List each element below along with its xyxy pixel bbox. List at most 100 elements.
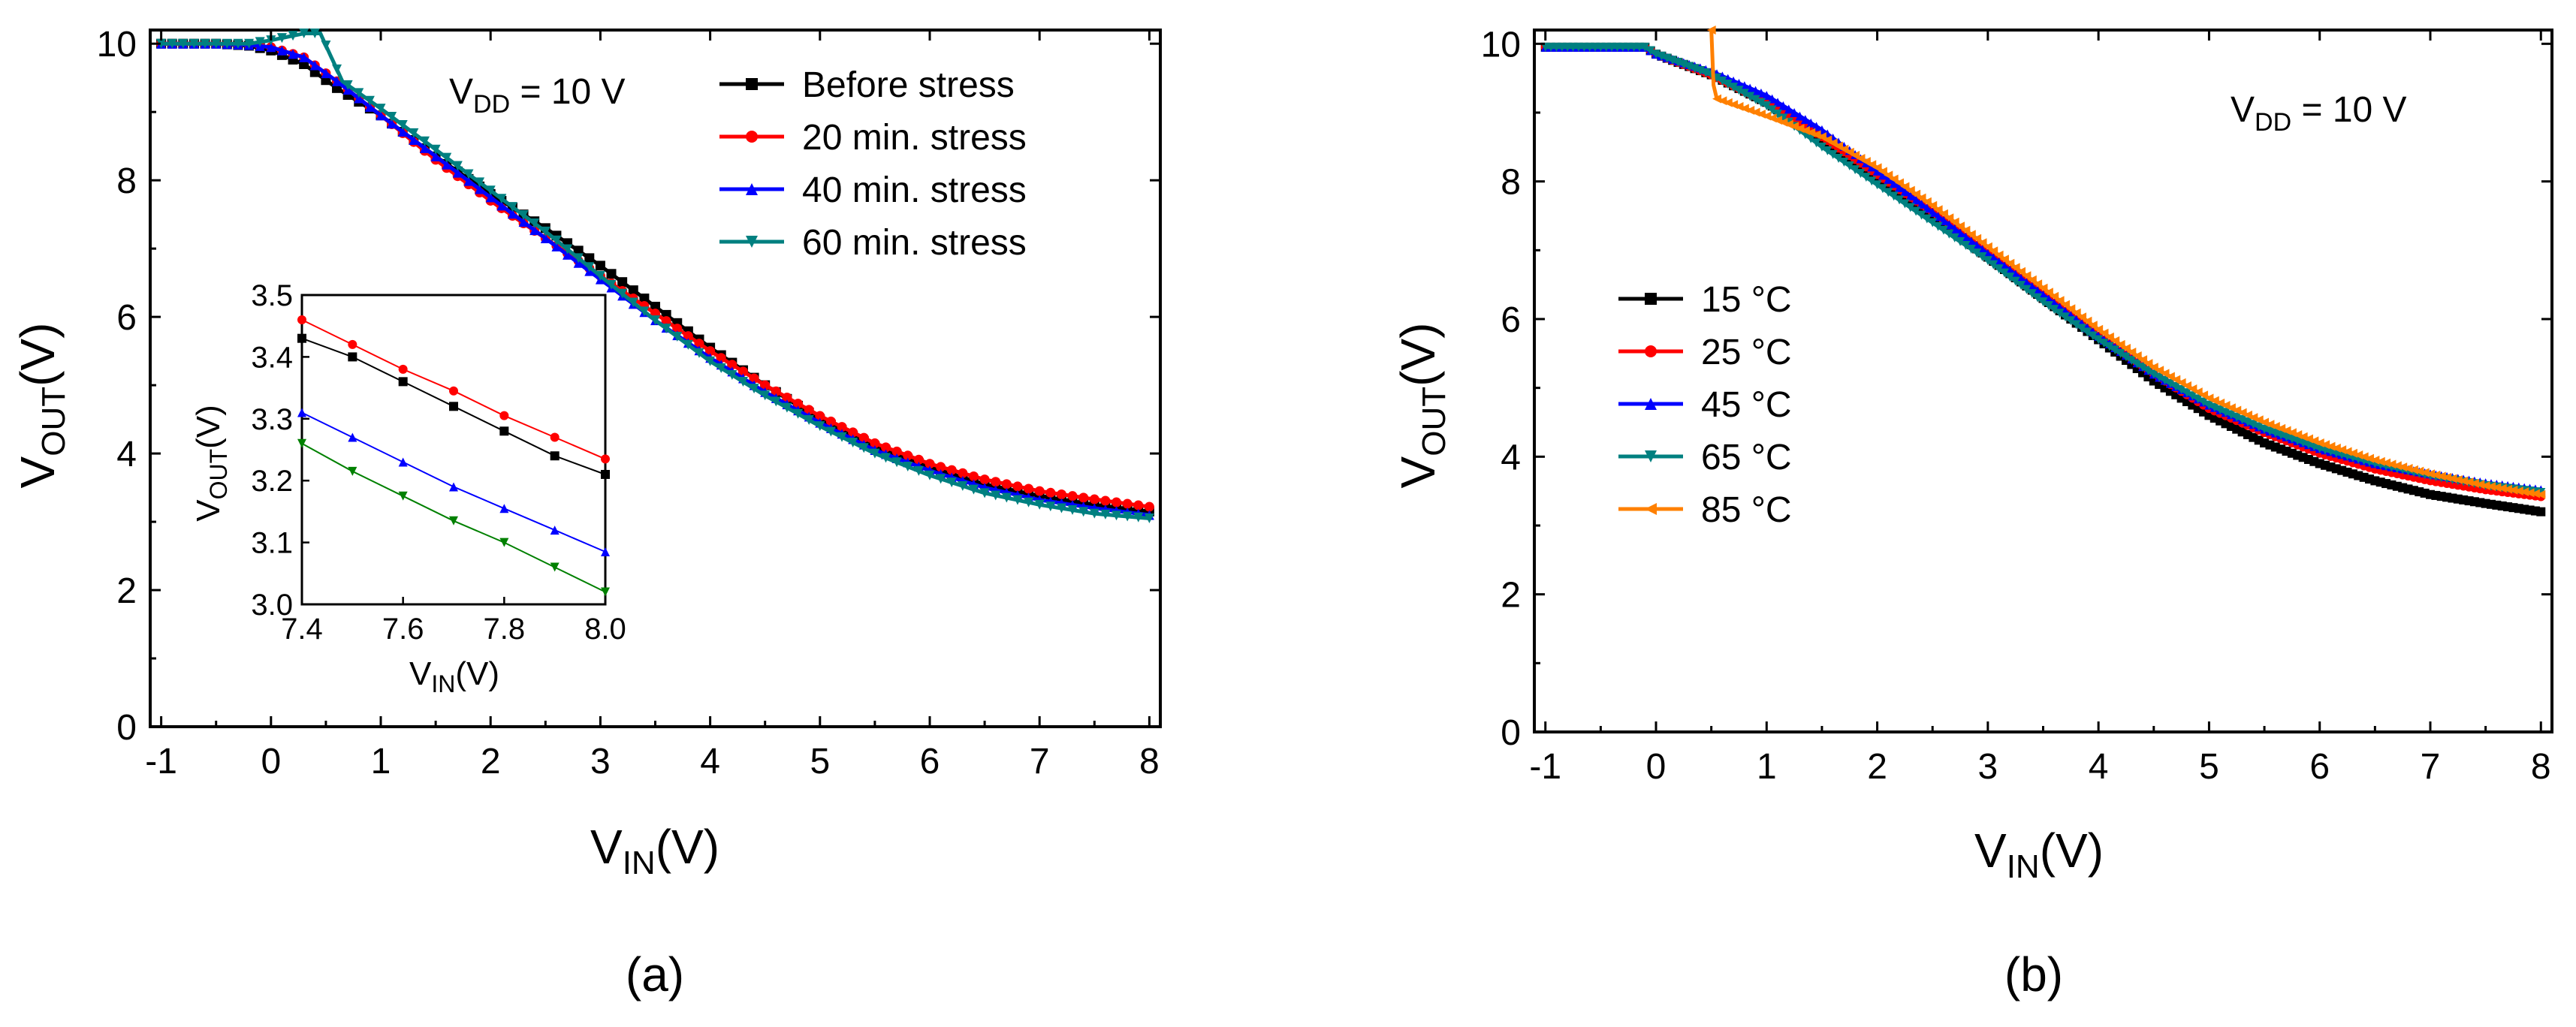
b-series-marker	[2121, 343, 2131, 353]
b-axes-frame	[1533, 29, 2553, 733]
a-series-marker	[979, 474, 990, 485]
a-series-marker	[266, 42, 276, 53]
b-series-marker	[2094, 324, 2104, 334]
inset-series-marker	[550, 526, 560, 535]
inset-x-tick-label: 7.8	[484, 613, 526, 646]
a-legend-marker	[746, 78, 758, 90]
b-series-marker	[2066, 304, 2076, 314]
b-series-marker	[1961, 240, 1971, 250]
a-series-marker	[738, 366, 748, 377]
b-series-marker	[1972, 240, 1982, 250]
b-series-marker	[1911, 206, 1921, 216]
b-series-marker	[2077, 324, 2087, 333]
b-series-marker	[2497, 483, 2507, 493]
a-series-marker	[891, 457, 902, 468]
b-series-marker	[2176, 378, 2186, 387]
b-series-marker	[1811, 138, 1821, 148]
inset-y-tick-label: 3.4	[251, 341, 293, 374]
b-series-marker	[1900, 187, 1910, 197]
b-y-tick-label: 6	[1501, 300, 1521, 340]
b-series-marker	[2409, 465, 2418, 474]
b-series-marker	[2453, 475, 2463, 485]
b-series-marker	[2083, 327, 2092, 337]
b-series-marker	[2016, 281, 2026, 291]
b-series-marker	[1795, 111, 1805, 121]
b-x-tick-label: 0	[1646, 747, 1667, 787]
b-y-tick-label: 10	[1481, 25, 1521, 65]
inset-x-tick-label: 7.6	[382, 613, 424, 646]
inset-series-40-min-stress	[297, 408, 610, 556]
b-series-marker	[2099, 328, 2109, 338]
a-series-marker	[958, 468, 968, 478]
b-series-marker	[1900, 182, 1910, 191]
a-series-marker	[870, 438, 880, 448]
b-series-marker	[2005, 265, 2015, 275]
b-legend-marker	[1645, 503, 1657, 515]
b-series-marker	[1966, 244, 1976, 254]
b-series-marker	[2138, 355, 2148, 365]
a-x-tick-label: -1	[145, 742, 177, 782]
a-series-marker	[793, 399, 804, 409]
a-series-marker	[782, 402, 792, 413]
a-series-marker	[661, 316, 671, 327]
b-series-marker	[1989, 246, 1998, 256]
a-series-marker	[595, 261, 605, 271]
a-series-marker	[968, 471, 979, 481]
b-series-marker	[2071, 308, 2081, 318]
b-series-marker	[1917, 193, 1926, 203]
a-series-marker	[848, 427, 858, 438]
b-series-marker	[2132, 351, 2142, 361]
b-series-marker	[1745, 92, 1755, 101]
b-series-marker	[2459, 476, 2469, 486]
b-series-marker	[1723, 79, 1733, 89]
b-series-marker	[2121, 352, 2131, 362]
a-series-marker	[771, 396, 781, 407]
a-series-marker	[463, 169, 474, 179]
a-series-marker	[409, 134, 419, 145]
inset-series-marker	[297, 333, 306, 343]
inset-series-marker	[348, 352, 357, 362]
a-series-marker	[815, 411, 825, 421]
a-series-marker	[837, 432, 847, 442]
b-series-marker	[1994, 250, 2004, 260]
a-legend-item: 60 min. stress	[719, 223, 1027, 263]
a-series-marker	[903, 450, 913, 461]
b-series-marker	[1983, 248, 1992, 258]
b-series-marker	[1900, 199, 1910, 209]
inset-series-marker	[499, 504, 509, 514]
a-y-tick-label: 10	[97, 25, 137, 65]
a-y-tick-label: 0	[116, 708, 137, 748]
a-series-marker	[1001, 479, 1012, 489]
b-series-marker	[2182, 381, 2191, 390]
b-series-marker	[2492, 483, 2502, 492]
b-legend-item: 45 °C	[1618, 385, 1792, 425]
a-series-marker	[167, 38, 177, 49]
a-series-marker	[507, 202, 517, 212]
a-series-marker	[276, 45, 287, 56]
a-series-marker	[1100, 495, 1111, 506]
inset-series-before-stress	[297, 333, 610, 479]
b-series-marker	[1834, 153, 1844, 163]
a-series-marker	[354, 93, 364, 104]
b-series-marker	[2038, 283, 2048, 293]
inset-series-marker	[550, 451, 560, 461]
a-series-marker	[804, 405, 814, 415]
inset-x-tick-label: 8.0	[584, 613, 626, 646]
b-series-marker	[1950, 217, 1959, 227]
a-series-marker	[342, 80, 353, 90]
b-series-marker	[2149, 369, 2158, 379]
a-series-marker	[1067, 504, 1078, 515]
a-series-marker	[749, 373, 759, 384]
b-x-tick-label: 3	[1978, 747, 1998, 787]
b-series-marker	[2165, 378, 2175, 388]
b-legend-item: 85 °C	[1618, 490, 1792, 530]
b-series-marker	[2066, 316, 2076, 326]
a-y-tick-label: 2	[116, 571, 137, 611]
a-series-marker	[683, 339, 693, 350]
a-series-marker	[354, 88, 364, 98]
inset-series-marker	[550, 562, 560, 572]
a-series-marker	[442, 159, 452, 170]
b-series-marker	[2182, 388, 2191, 398]
a-series-marker	[1045, 501, 1056, 512]
